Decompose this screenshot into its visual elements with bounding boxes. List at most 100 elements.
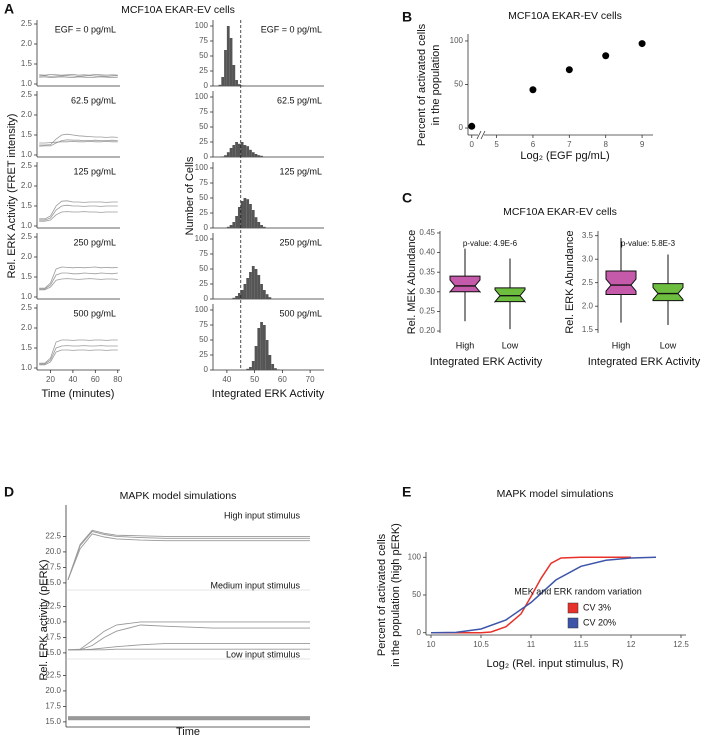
bar [240,142,244,157]
y-tick-label: 2.5 [21,19,33,28]
y-tick-label: 0.30 [419,287,435,296]
bar [268,355,272,370]
bar [268,297,272,299]
bar [249,367,252,370]
bar [232,222,236,228]
y-tick-label: 50 [199,193,208,202]
box [494,287,526,304]
trace [39,272,118,290]
bar [257,328,261,370]
bar [224,50,227,86]
x-tick-label: 40 [222,375,231,384]
trace [39,140,118,144]
y-tick-label: 3.0 [582,254,594,263]
y-tick-label: 2.5 [582,278,594,287]
y-tick-label: 2.5 [21,90,33,99]
y-tick-label: 100 [408,552,422,561]
legend-label: CV 3% [583,602,611,612]
x-tick-label: 70 [306,375,315,384]
x-tick-label: 20 [46,375,55,384]
y-tick-label: 0.45 [419,228,435,237]
y-tick-label: 1.5 [21,343,33,352]
bar [251,210,255,228]
y-tick-label: 0 [204,365,209,374]
y-tick-label: 15.0 [45,648,61,657]
x-tick-label: Low [660,340,677,350]
point [565,66,573,74]
y-tick-label: 2.0 [21,252,33,261]
legend-swatch [567,602,579,614]
y-tick-label: 1.5 [582,325,594,334]
y-axis-label: Percent of activated cells [376,533,388,656]
y-tick-label: 50 [199,335,208,344]
trace [39,76,118,79]
bar [251,266,255,299]
bar [235,296,238,299]
panel-label: 125 pg/mL [73,166,116,176]
legend-label: CV 20% [583,617,616,627]
y-tick-label: 1.0 [21,150,33,159]
bar [243,284,247,299]
y-tick-label: 2.0 [21,323,33,332]
y-tick-label: 17.5 [45,563,61,572]
panel-label: High input stimulus [224,510,301,520]
x-tick-label: High [456,340,475,350]
panel-label: 500 pg/mL [279,308,322,318]
y-tick-label: 1.0 [21,79,33,88]
bar [243,198,247,228]
bar [226,226,230,228]
y-tick-label: 1.5 [21,272,33,281]
trace [39,349,118,366]
bar [221,77,225,86]
trace [67,529,310,580]
bar [235,142,238,157]
bar [232,65,236,86]
trace [39,211,118,222]
y-axis-label: Rel. MEK Abundance [406,230,418,335]
y-tick-label: 100 [195,92,209,101]
legend-swatch [567,617,579,629]
y-tick-label: 1.5 [21,130,33,139]
bar [237,143,241,157]
bar [229,38,233,86]
y-tick-label: 75 [199,320,208,329]
bar [257,222,261,228]
y-tick-label: 100 [195,234,209,243]
trace [39,200,118,220]
y-tick-label: 75 [199,107,208,116]
panel-letter: E [402,484,411,500]
y-tick-label: 100 [195,21,209,30]
box [605,270,637,295]
y-tick-label: 0.40 [419,248,435,257]
panel-label: Low input stimulus [226,649,301,659]
y-tick-label: 20.0 [45,686,61,695]
x-axis-label: Time [176,726,200,738]
bar [237,293,241,299]
bar [218,84,222,86]
x-tick-label: Low [502,340,519,350]
y-tick-label: 2.0 [582,301,594,310]
y-tick-label: 0 [204,294,209,303]
y-tick-label: 17.5 [45,633,61,642]
bar [249,149,252,157]
bar [240,85,244,86]
y-tick-label: 15.0 [45,578,61,587]
bar [232,297,236,299]
x-tick-label: 10.5 [473,640,489,649]
bar [254,154,258,157]
y-tick-label: 25 [199,208,208,217]
x-tick-label: 7 [567,140,572,149]
x-axis-label: Log₂ (EGF pg/mL) [520,150,609,162]
x-tick-label: 50 [250,375,259,384]
trace [67,533,310,580]
x-tick-label: 60 [278,375,287,384]
y-tick-label: 75 [199,178,208,187]
y-tick-label: 2.5 [21,232,33,241]
x-tick-label: 60 [91,375,100,384]
chart-title: MAPK model simulations [120,490,237,502]
x-tick-label: 40 [68,375,77,384]
panel-label: 250 pg/mL [279,237,322,247]
bar [243,145,247,157]
y-tick-label: 0.25 [419,307,435,316]
y-tick-label: 0.35 [419,267,435,276]
